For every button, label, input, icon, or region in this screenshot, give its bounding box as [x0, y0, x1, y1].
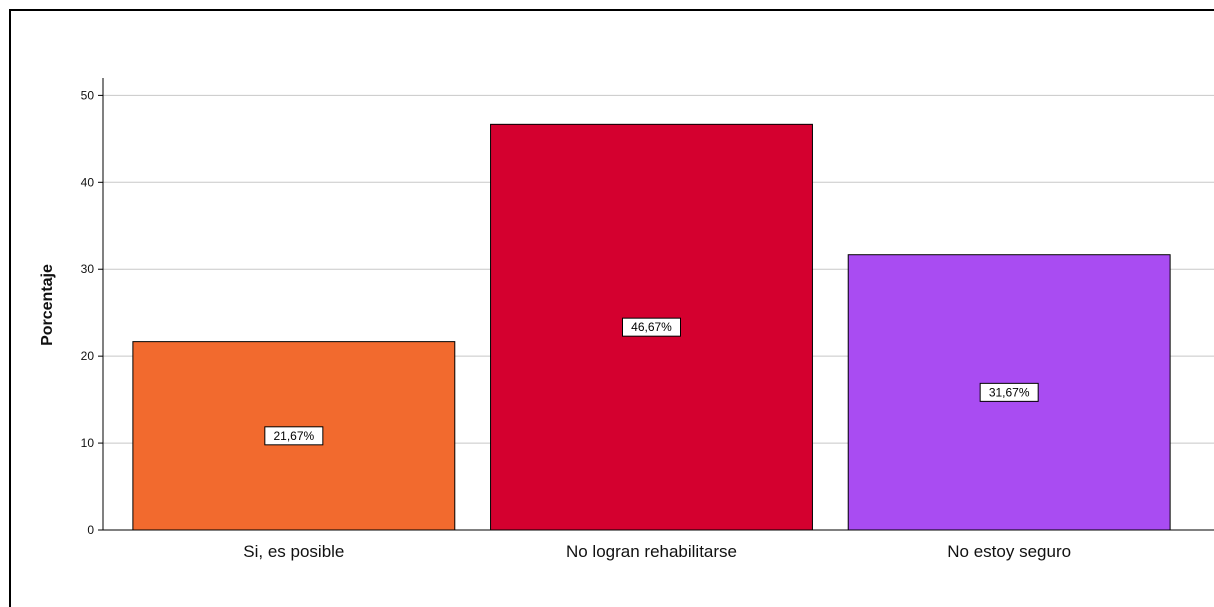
- data-label-box-2: [979, 382, 1039, 402]
- data-label-1: 46,67%: [631, 320, 672, 334]
- x-category-label-0: Si, es posible: [243, 542, 344, 561]
- data-label-box-1: [622, 317, 681, 337]
- y-tick-label-20: 20: [81, 349, 95, 363]
- bars: [132, 123, 1171, 531]
- y-tick-label-0: 0: [87, 523, 94, 537]
- x-category-label-1: No logran rehabilitarse: [566, 542, 737, 561]
- data-label-box-0: [264, 426, 324, 446]
- y-axis-label: Porcentaje: [39, 264, 56, 346]
- x-category-label-2: No estoy seguro: [947, 542, 1071, 561]
- data-label-0: 21,67%: [273, 429, 314, 443]
- y-tick-label-30: 30: [81, 262, 95, 276]
- y-tick-label-40: 40: [81, 175, 95, 189]
- y-tick-label-50: 50: [81, 88, 95, 102]
- y-tick-label-10: 10: [81, 436, 95, 450]
- data-labels: 21,67% 46,67% 31,67%: [264, 317, 1039, 446]
- data-label-2: 31,67%: [989, 385, 1030, 399]
